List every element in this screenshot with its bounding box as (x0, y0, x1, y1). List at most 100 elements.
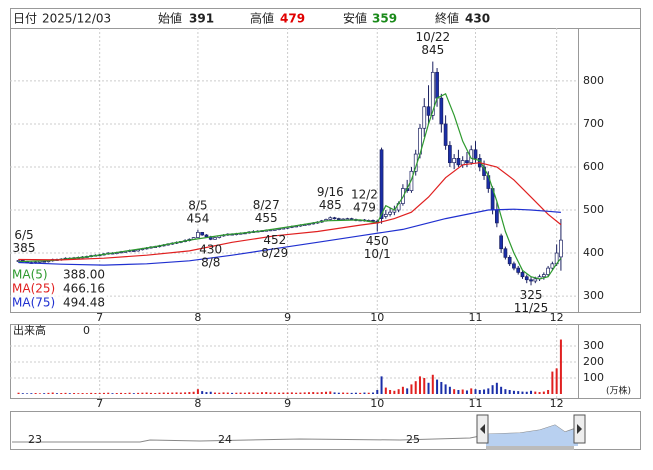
y-tick-label: 800 (583, 74, 604, 87)
volume-bar (491, 385, 494, 394)
volume-bar (410, 384, 413, 394)
x-tick-label: 12 (550, 311, 564, 324)
volume-bar (282, 392, 285, 394)
volume-bar (60, 393, 63, 394)
volume-bar (85, 393, 88, 394)
annotation-date: 8/8 (201, 256, 220, 270)
volume-bar (158, 392, 161, 394)
annotation-value: 485 (319, 198, 342, 212)
volume-bar (521, 391, 524, 394)
close-label: 終値 (435, 11, 459, 26)
volume-bar (21, 393, 24, 394)
volume-bar (167, 392, 170, 394)
x-tick-label: 10 (370, 311, 384, 324)
volume-bar (128, 392, 131, 394)
volume-bar (115, 393, 118, 394)
volume-bar (444, 384, 447, 394)
volume-bar (534, 391, 537, 394)
nav-label: 23 (28, 433, 42, 446)
candle-body (546, 267, 550, 275)
volume-bar (243, 392, 246, 394)
volume-bar (43, 393, 46, 394)
volume-bar (34, 393, 37, 394)
volume-bar (559, 339, 562, 394)
candle-body (473, 149, 478, 159)
volume-bar (448, 386, 451, 394)
volume-bar (226, 392, 229, 394)
volume-bar (17, 392, 20, 394)
volume-bar (38, 393, 41, 394)
volume-bar (393, 390, 396, 394)
volume-bar (94, 393, 97, 394)
volume-bar (260, 392, 263, 394)
volume-bar (457, 389, 460, 394)
volume-bar (124, 393, 127, 394)
x-tick-label: 11 (469, 311, 483, 324)
volume-bar (376, 389, 379, 394)
candle-body (448, 145, 452, 164)
volume-bar (465, 390, 468, 394)
candle-body (465, 160, 469, 164)
volume-bar (478, 389, 481, 394)
x-tick-label: 9 (284, 311, 291, 324)
annotation-value: 430 (199, 243, 222, 257)
volume-bar (512, 390, 515, 394)
candle-body (430, 71, 435, 116)
volume-bar (440, 381, 443, 394)
volume-bar (218, 392, 221, 394)
volume-bar (418, 376, 421, 394)
volume-bar (453, 389, 456, 394)
volume-bar (239, 392, 242, 394)
annotation-date: 12/2 (351, 188, 378, 202)
volume-bar (175, 392, 178, 394)
volume-bar (500, 386, 503, 394)
x-tick-label: 7 (96, 311, 103, 324)
annotation-value: 455 (255, 211, 278, 225)
volume-current: 0 (83, 324, 90, 337)
volume-bar (474, 389, 477, 394)
y-tick-label: 600 (583, 160, 604, 173)
volume-bar (427, 382, 430, 394)
legend-name: MA(25) (12, 282, 55, 296)
annotation-date: 8/29 (261, 246, 288, 260)
volume-tick-label: 300 (583, 339, 604, 352)
candle-body (503, 248, 508, 258)
candle-body (533, 278, 538, 282)
candle-body (336, 218, 341, 220)
volume-bar (401, 386, 404, 394)
volume-bar (120, 392, 123, 394)
volume-bar (149, 392, 152, 394)
nav-label: 24 (218, 433, 232, 446)
volume-bar (389, 389, 392, 394)
annotation-value: 325 (520, 288, 543, 302)
volume-bar (329, 391, 332, 394)
volume-bar (423, 377, 426, 394)
candle-body (349, 218, 354, 220)
volume-bar (196, 389, 199, 394)
annotation-date: 9/16 (317, 185, 344, 199)
volume-bar (333, 392, 336, 394)
high-label: 高値 (250, 11, 274, 26)
candle-body (499, 235, 503, 250)
volume-bar (372, 392, 375, 394)
candle-body (443, 123, 448, 146)
volume-bar (30, 393, 33, 394)
volume-bar (363, 392, 366, 394)
volume-bar (530, 390, 533, 394)
y-tick-label: 400 (583, 246, 604, 259)
volume-bar (102, 392, 105, 394)
nav-scrollbar[interactable] (486, 446, 574, 450)
volume-bar (273, 392, 276, 394)
volume-bar (337, 392, 340, 394)
volume-bar (192, 391, 195, 394)
candle-body (426, 106, 431, 116)
x-tick-label: 8 (194, 397, 201, 410)
candle-body (456, 158, 461, 166)
candle-body (524, 276, 529, 281)
y-tick-label: 300 (583, 289, 604, 302)
volume-bar (209, 391, 212, 394)
volume-bar (547, 389, 550, 394)
candle-body (541, 274, 546, 278)
volume-bar (325, 391, 328, 394)
annotation-value: 454 (186, 211, 209, 225)
